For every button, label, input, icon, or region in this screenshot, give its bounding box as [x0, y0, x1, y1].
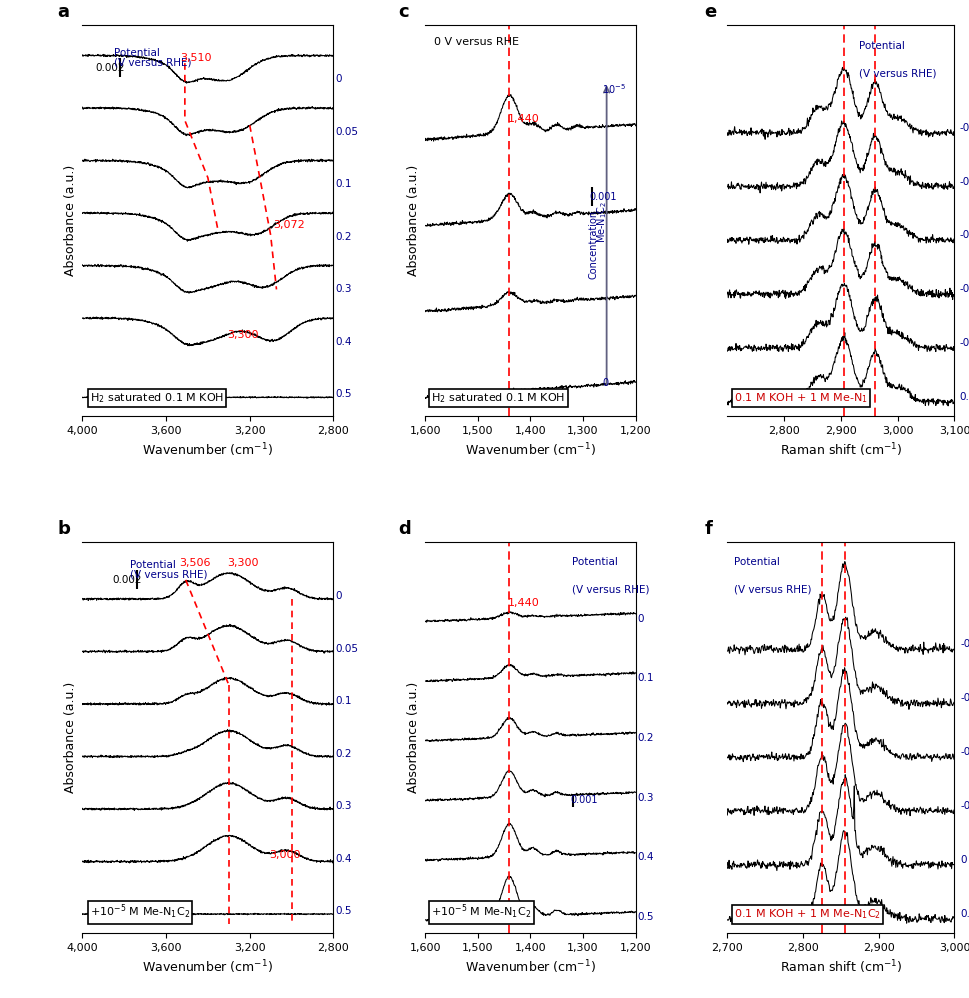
Text: 0.4: 0.4 — [335, 853, 352, 863]
Text: 0.001: 0.001 — [590, 192, 617, 202]
Text: 0.1 M KOH + 1 M Me-N$_1$C$_2$: 0.1 M KOH + 1 M Me-N$_1$C$_2$ — [735, 907, 881, 921]
Text: 0.002: 0.002 — [112, 575, 142, 585]
Text: Me-N$_1$C$_2$: Me-N$_1$C$_2$ — [595, 201, 609, 243]
Text: 1,440: 1,440 — [508, 114, 540, 124]
Text: (V versus RHE): (V versus RHE) — [113, 57, 191, 67]
Text: e: e — [704, 3, 717, 21]
Text: 0.05: 0.05 — [959, 392, 969, 402]
Text: 0.4: 0.4 — [638, 852, 654, 862]
Text: 1,440: 1,440 — [508, 598, 540, 608]
X-axis label: Raman shift (cm$^{-1}$): Raman shift (cm$^{-1}$) — [780, 442, 902, 459]
Text: d: d — [398, 520, 411, 538]
Text: Concentration: Concentration — [589, 210, 599, 279]
Text: 0: 0 — [638, 614, 644, 624]
Text: -0.1: -0.1 — [959, 338, 969, 348]
Text: Potential: Potential — [860, 41, 905, 51]
Text: H$_2$ saturated 0.1 M KOH: H$_2$ saturated 0.1 M KOH — [90, 391, 224, 404]
Text: 0.001: 0.001 — [571, 795, 599, 805]
Text: 0.1: 0.1 — [638, 674, 654, 684]
Text: -0.35: -0.35 — [959, 123, 969, 133]
Text: 0 V versus RHE: 0 V versus RHE — [433, 37, 518, 47]
Text: Potential: Potential — [131, 561, 176, 571]
Text: 0.1: 0.1 — [335, 697, 352, 707]
Text: 0.2: 0.2 — [638, 734, 654, 744]
Text: 0.05: 0.05 — [335, 127, 359, 137]
Text: 0.1: 0.1 — [960, 908, 969, 918]
Text: -0.2: -0.2 — [959, 231, 969, 241]
Text: 0.4: 0.4 — [335, 337, 352, 347]
Text: Potential: Potential — [573, 557, 618, 567]
Text: 0.3: 0.3 — [638, 792, 654, 802]
Text: +10$^{-5}$ M Me-N$_1$C$_2$: +10$^{-5}$ M Me-N$_1$C$_2$ — [90, 903, 190, 921]
Text: 0.5: 0.5 — [335, 906, 352, 916]
Text: 0: 0 — [335, 75, 342, 85]
Text: 0.05: 0.05 — [335, 644, 359, 654]
Text: (V versus RHE): (V versus RHE) — [860, 68, 937, 78]
Text: 0: 0 — [603, 378, 609, 388]
Y-axis label: Absorbance (a.u.): Absorbance (a.u.) — [64, 165, 77, 276]
Text: (V versus RHE): (V versus RHE) — [573, 585, 650, 595]
Text: 0.1 M KOH + 1 M Me-N$_1$: 0.1 M KOH + 1 M Me-N$_1$ — [735, 391, 868, 404]
Text: 3,072: 3,072 — [272, 221, 304, 231]
Text: H$_2$ saturated 0.1 M KOH: H$_2$ saturated 0.1 M KOH — [431, 391, 566, 404]
Y-axis label: Absorbance (a.u.): Absorbance (a.u.) — [407, 682, 420, 793]
Text: -0.1: -0.1 — [960, 801, 969, 811]
Text: 0: 0 — [960, 854, 967, 864]
X-axis label: Wavenumber (cm$^{-1}$): Wavenumber (cm$^{-1}$) — [142, 958, 273, 976]
Text: 3,300: 3,300 — [227, 330, 258, 340]
Text: Potential: Potential — [113, 48, 160, 58]
Text: -0.4: -0.4 — [960, 640, 969, 650]
Text: -0.15: -0.15 — [959, 284, 969, 294]
Text: -0.3: -0.3 — [959, 177, 969, 187]
Text: 0.2: 0.2 — [335, 748, 352, 758]
Text: +10$^{-5}$ M Me-N$_1$C$_2$: +10$^{-5}$ M Me-N$_1$C$_2$ — [431, 903, 532, 921]
Text: (V versus RHE): (V versus RHE) — [131, 570, 208, 580]
Text: 0.5: 0.5 — [335, 389, 352, 399]
Text: c: c — [398, 3, 409, 21]
Text: -0.3: -0.3 — [960, 694, 969, 704]
Text: 3,300: 3,300 — [227, 559, 258, 569]
Text: 0.002: 0.002 — [96, 63, 125, 73]
X-axis label: Wavenumber (cm$^{-1}$): Wavenumber (cm$^{-1}$) — [142, 442, 273, 459]
Text: 3,506: 3,506 — [179, 559, 211, 569]
Text: 0.3: 0.3 — [335, 801, 352, 811]
Text: -0.2: -0.2 — [960, 748, 969, 757]
Text: b: b — [57, 520, 70, 538]
Text: 0.1: 0.1 — [335, 180, 352, 190]
Text: 0: 0 — [335, 591, 342, 601]
Y-axis label: Absorbance (a.u.): Absorbance (a.u.) — [64, 682, 77, 793]
X-axis label: Raman shift (cm$^{-1}$): Raman shift (cm$^{-1}$) — [780, 958, 902, 976]
Text: a: a — [57, 3, 69, 21]
X-axis label: Wavenumber (cm$^{-1}$): Wavenumber (cm$^{-1}$) — [465, 442, 596, 459]
Text: Potential: Potential — [735, 557, 780, 567]
Text: (V versus RHE): (V versus RHE) — [735, 585, 812, 595]
Text: 0.5: 0.5 — [638, 912, 654, 922]
Text: 3,510: 3,510 — [180, 53, 212, 63]
Text: f: f — [704, 520, 712, 538]
X-axis label: Wavenumber (cm$^{-1}$): Wavenumber (cm$^{-1}$) — [465, 958, 596, 976]
Y-axis label: Absorbance (a.u.): Absorbance (a.u.) — [407, 165, 420, 276]
Text: 0.3: 0.3 — [335, 284, 352, 294]
Text: 0.2: 0.2 — [335, 232, 352, 242]
Text: 10$^{-5}$: 10$^{-5}$ — [603, 82, 626, 96]
Text: 3,000: 3,000 — [269, 849, 301, 859]
